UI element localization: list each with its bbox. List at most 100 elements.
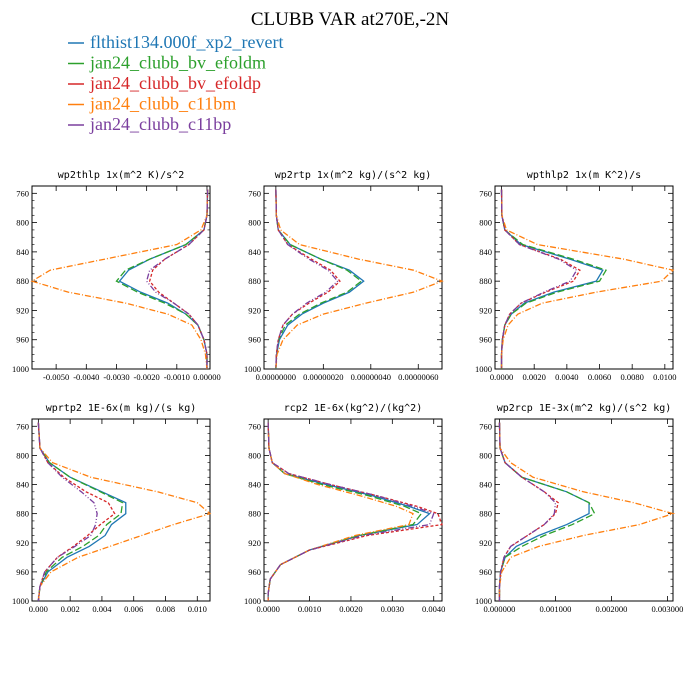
x-tick-label: 0.00000000 bbox=[256, 372, 296, 382]
series-line bbox=[148, 189, 209, 369]
panels: wp2thlp 1x(m^2 K)/s^2 760 800 840 880 920 960 1… bbox=[12, 170, 683, 614]
series-line bbox=[500, 189, 578, 369]
y-tick-label: 880 bbox=[248, 276, 261, 286]
chart-panel: rcp2 1E-6x(kg^2)/(kg^2) 760 800 840 880 920 96… bbox=[244, 403, 445, 614]
x-tick-label: 0.000000 bbox=[484, 604, 516, 614]
x-tick-label: 0.0060 bbox=[588, 372, 611, 382]
y-tick-label: 960 bbox=[479, 567, 492, 577]
panel-title: wp2rcp 1E-3x(m^2 kg)/(s^2 kg) bbox=[497, 403, 672, 414]
series-line bbox=[498, 422, 590, 601]
x-tick-label: 0.0020 bbox=[523, 372, 546, 382]
series-line bbox=[37, 422, 98, 602]
x-tick-label: 0.002000 bbox=[595, 604, 627, 614]
series-line bbox=[500, 189, 675, 369]
legend-label: flthist134.000f_xp2_revert bbox=[90, 32, 283, 52]
figure-title: CLUBB VAR at270E,-2N bbox=[251, 9, 450, 30]
x-tick-label: 0.002 bbox=[61, 604, 80, 614]
y-tick-label: 800 bbox=[16, 450, 29, 460]
chart-panel: wpthlp2 1x(m K^2)/s 760 800 840 880 920 960 100… bbox=[475, 170, 677, 382]
x-tick-label: 0.00000040 bbox=[351, 372, 391, 382]
x-tick-label: 0.0000 bbox=[490, 372, 513, 382]
series-line bbox=[275, 189, 365, 370]
legend-label: jan24_clubb_bv_efoldp bbox=[89, 73, 261, 93]
plot-frame bbox=[263, 185, 443, 370]
series-line bbox=[30, 189, 209, 370]
x-tick-label: 0.00000060 bbox=[398, 372, 438, 382]
panel-title: wpthlp2 1x(m K^2)/s bbox=[527, 170, 641, 181]
x-tick-label: 0.0010 bbox=[298, 604, 321, 614]
y-tick-label: 920 bbox=[479, 538, 492, 548]
y-tick-label: 960 bbox=[16, 335, 29, 345]
y-tick-label: 920 bbox=[16, 305, 29, 315]
panel-title: wprtp2 1E-6x(m kg)/(s kg) bbox=[46, 403, 197, 414]
x-tick-label: 0.00000020 bbox=[303, 372, 343, 382]
series-line bbox=[267, 422, 431, 601]
y-tick-label: 1000 bbox=[12, 364, 29, 374]
y-tick-label: 880 bbox=[479, 276, 492, 286]
x-tick-label: 0.008 bbox=[156, 604, 175, 614]
x-tick-label: -0.0040 bbox=[73, 372, 99, 382]
y-tick-label: 840 bbox=[479, 247, 492, 257]
series-line bbox=[267, 422, 435, 601]
plot-frame bbox=[31, 185, 211, 370]
y-tick-label: 960 bbox=[248, 567, 261, 577]
series-line bbox=[498, 422, 557, 601]
y-tick-label: 800 bbox=[479, 218, 492, 228]
legend: flthist134.000f_xp2_revertjan24_clubb_bv… bbox=[68, 32, 283, 134]
y-tick-label: 1000 bbox=[475, 364, 492, 374]
legend-label: jan24_clubb_c11bm bbox=[89, 94, 236, 114]
y-tick-label: 760 bbox=[479, 421, 492, 431]
x-tick-label: 0.0020 bbox=[339, 604, 362, 614]
series-line bbox=[498, 422, 676, 601]
y-tick-label: 1000 bbox=[12, 596, 29, 606]
y-tick-label: 840 bbox=[248, 247, 261, 257]
x-tick-label: 0.0040 bbox=[555, 372, 578, 382]
legend-entry: flthist134.000f_xp2_revert bbox=[68, 32, 283, 52]
series-line bbox=[145, 189, 209, 369]
panel-title: wp2thlp 1x(m^2 K)/s^2 bbox=[58, 170, 184, 181]
y-tick-label: 1000 bbox=[244, 596, 261, 606]
legend-entry: jan24_clubb_c11bp bbox=[68, 114, 231, 134]
x-tick-label: 0.001000 bbox=[540, 604, 572, 614]
y-tick-label: 760 bbox=[16, 188, 29, 198]
series-line bbox=[275, 189, 339, 370]
series-line bbox=[498, 422, 559, 601]
series-line bbox=[37, 422, 212, 602]
plot-frame bbox=[31, 418, 211, 602]
y-tick-label: 920 bbox=[16, 538, 29, 548]
y-tick-label: 920 bbox=[248, 305, 261, 315]
x-tick-label: -0.0020 bbox=[134, 372, 160, 382]
y-tick-label: 960 bbox=[16, 567, 29, 577]
x-tick-label: 0.0030 bbox=[381, 604, 404, 614]
plot-frame bbox=[263, 418, 443, 602]
y-tick-label: 800 bbox=[479, 450, 492, 460]
series-line bbox=[118, 189, 209, 369]
series-line bbox=[500, 189, 608, 369]
plot-frame bbox=[494, 185, 674, 370]
y-tick-label: 880 bbox=[16, 276, 29, 286]
series-line bbox=[115, 189, 209, 369]
x-tick-label: 0.010 bbox=[188, 604, 207, 614]
panel-title: wp2rtp 1x(m^2 kg)/(s^2 kg) bbox=[275, 170, 432, 181]
x-tick-label: 0.003000 bbox=[651, 604, 683, 614]
series-line bbox=[275, 189, 363, 370]
series-line bbox=[267, 422, 414, 601]
y-tick-label: 840 bbox=[248, 480, 261, 490]
legend-entry: jan24_clubb_bv_efoldp bbox=[68, 73, 261, 93]
series-line bbox=[275, 189, 444, 370]
series-line bbox=[500, 189, 581, 369]
legend-label: jan24_clubb_c11bp bbox=[89, 114, 231, 134]
y-tick-label: 880 bbox=[248, 509, 261, 519]
series-line bbox=[37, 422, 127, 602]
x-tick-label: 0.0000 bbox=[256, 604, 279, 614]
y-tick-label: 760 bbox=[479, 188, 492, 198]
x-tick-label: 0.0100 bbox=[653, 372, 676, 382]
y-tick-label: 760 bbox=[248, 421, 261, 431]
y-tick-label: 800 bbox=[16, 218, 29, 228]
series-line bbox=[37, 422, 124, 602]
x-tick-label: 0.0080 bbox=[620, 372, 643, 382]
y-tick-label: 760 bbox=[16, 421, 29, 431]
y-tick-label: 760 bbox=[248, 188, 261, 198]
legend-entry: jan24_clubb_bv_efoldm bbox=[68, 53, 266, 73]
x-tick-label: 0.0040 bbox=[422, 604, 445, 614]
